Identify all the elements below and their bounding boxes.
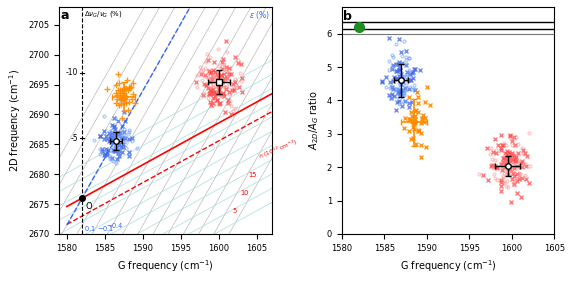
Text: 10: 10 <box>240 190 249 196</box>
Text: -5: -5 <box>71 134 78 143</box>
Text: $-0.4$: $-0.4$ <box>106 221 124 230</box>
Text: b: b <box>343 10 352 23</box>
Text: $0.1$: $0.1$ <box>84 224 96 233</box>
Text: $\varepsilon$ (%): $\varepsilon$ (%) <box>249 9 270 21</box>
Y-axis label: $A_{2D}/A_G$ ratio: $A_{2D}/A_G$ ratio <box>307 91 321 150</box>
Text: 15: 15 <box>248 172 256 178</box>
X-axis label: G frequency (cm$^{-1}$): G frequency (cm$^{-1}$) <box>117 258 214 274</box>
Text: $\Delta\nu_G/\nu_G$ (%): $\Delta\nu_G/\nu_G$ (%) <box>84 9 122 19</box>
Text: $-0.1$: $-0.1$ <box>97 224 115 233</box>
Text: -10: -10 <box>66 68 78 77</box>
Text: a: a <box>61 9 69 22</box>
Text: $n$ (10$^{12}$ cm$^{-2}$): $n$ (10$^{12}$ cm$^{-2}$) <box>257 137 299 162</box>
Y-axis label: 2D frequency (cm$^{-1}$): 2D frequency (cm$^{-1}$) <box>7 69 23 172</box>
Text: O: O <box>85 202 92 211</box>
X-axis label: G frequency (cm$^{-1}$): G frequency (cm$^{-1}$) <box>400 258 496 274</box>
Text: 5: 5 <box>233 208 237 214</box>
